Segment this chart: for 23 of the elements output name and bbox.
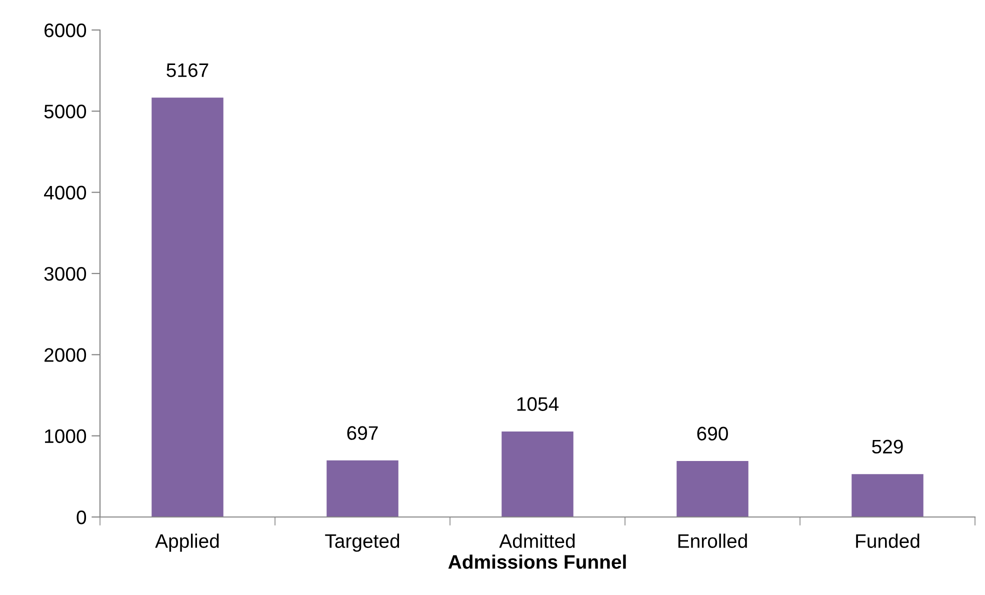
x-tick-label: Enrolled xyxy=(678,534,747,548)
y-tick-label: 4000 xyxy=(44,186,86,200)
y-tick-label: 0 xyxy=(76,510,86,524)
data-label: 529 xyxy=(872,440,903,454)
y-tick-label: 1000 xyxy=(45,429,86,444)
x-tick-label: Applied xyxy=(155,534,219,552)
x-tick-label: Funded xyxy=(856,534,920,548)
y-tick-label: 5000 xyxy=(44,104,86,118)
bar xyxy=(676,460,748,517)
y-tick-label: 3000 xyxy=(44,266,86,281)
x-tick-label: Admitted xyxy=(499,534,575,548)
data-label: 1054 xyxy=(517,397,559,411)
bar xyxy=(152,98,224,517)
x-tick-label: Targeted xyxy=(325,534,400,552)
y-tick-label: 6000 xyxy=(44,23,86,38)
data-label: 697 xyxy=(347,426,378,440)
x-axis-title: Admissions Funnel xyxy=(448,554,626,569)
bar xyxy=(852,474,924,517)
data-label: 690 xyxy=(697,426,728,440)
y-tick-label: 2000 xyxy=(44,348,86,362)
bar xyxy=(502,431,574,517)
data-label: 5167 xyxy=(166,63,208,78)
bar xyxy=(326,460,398,517)
